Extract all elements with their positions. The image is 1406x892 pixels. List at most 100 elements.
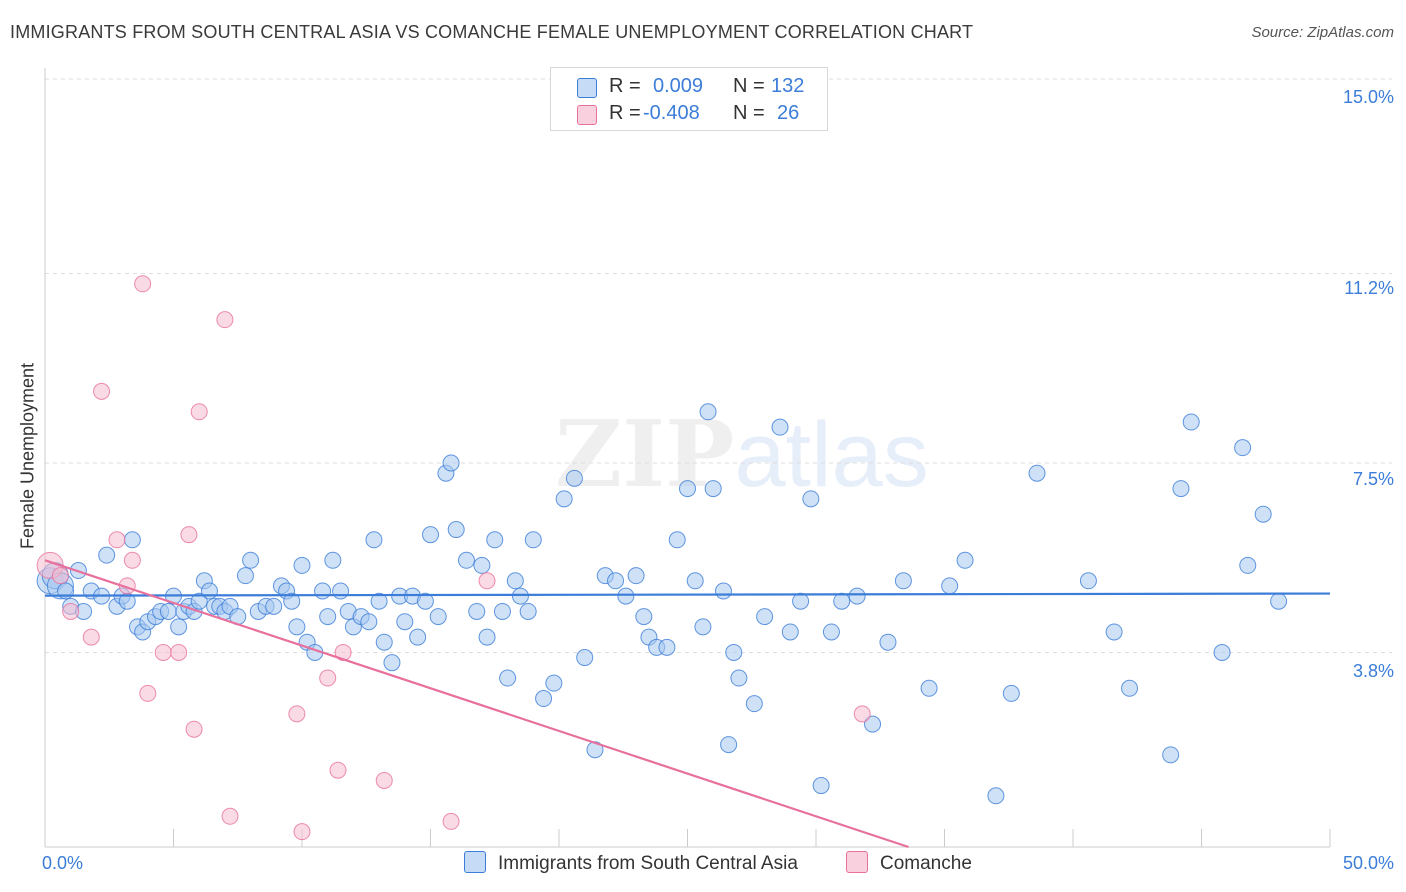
point-comanche xyxy=(478,572,496,590)
point-comanche xyxy=(442,812,460,830)
point-comanche xyxy=(154,643,172,661)
point-immigrants xyxy=(699,403,717,421)
point-immigrants xyxy=(1254,505,1272,523)
point-immigrants xyxy=(190,592,208,610)
point-immigrants xyxy=(792,592,810,610)
point-immigrants xyxy=(679,480,696,498)
point-immigrants xyxy=(159,602,177,620)
y-tick-label: 3.8% xyxy=(1352,661,1394,681)
point-immigrants xyxy=(383,654,401,672)
point-immigrants xyxy=(442,454,460,472)
x-tick-label-min: 0.0% xyxy=(42,853,84,873)
point-immigrants xyxy=(265,597,283,615)
point-immigrants xyxy=(519,602,537,620)
point-immigrants xyxy=(468,602,486,620)
point-immigrants xyxy=(668,531,686,549)
point-immigrants xyxy=(686,572,704,590)
point-comanche xyxy=(62,602,80,620)
point-immigrants xyxy=(545,674,563,692)
point-immigrants xyxy=(941,577,959,595)
point-immigrants xyxy=(123,531,141,549)
point-immigrants xyxy=(236,567,254,585)
point-immigrants xyxy=(864,715,882,733)
point-immigrants xyxy=(1121,679,1139,697)
point-immigrants xyxy=(833,592,851,610)
point-immigrants xyxy=(987,787,1005,805)
point-immigrants xyxy=(704,480,722,498)
legend-item-comanche[interactable]: Comanche xyxy=(846,851,972,875)
legend-item-immigrants[interactable]: Immigrants from South Central Asia xyxy=(464,851,798,875)
legend-swatch-pink xyxy=(577,105,597,125)
point-immigrants xyxy=(319,608,337,626)
point-comanche xyxy=(293,823,311,841)
legend-swatch-blue xyxy=(464,851,486,873)
point-immigrants xyxy=(288,618,306,636)
point-immigrants xyxy=(920,679,938,697)
point-comanche xyxy=(319,669,337,687)
point-comanche xyxy=(190,403,208,421)
point-immigrants xyxy=(524,531,542,549)
point-immigrants xyxy=(822,623,840,641)
point-immigrants xyxy=(324,551,342,569)
legend-swatch-blue xyxy=(577,78,597,98)
r-label: R = xyxy=(609,75,641,97)
point-immigrants xyxy=(879,633,897,651)
trend-line-comanche xyxy=(44,559,909,849)
point-immigrants xyxy=(576,649,594,667)
point-immigrants xyxy=(635,608,653,626)
point-immigrants xyxy=(283,592,301,610)
point-immigrants xyxy=(478,628,496,646)
legend-label: Comanche xyxy=(880,853,972,874)
point-comanche xyxy=(123,551,141,569)
y-axis-label: Female Unemployment xyxy=(17,362,38,550)
point-immigrants xyxy=(555,490,573,508)
point-immigrants xyxy=(293,556,311,574)
point-immigrants xyxy=(956,551,974,569)
point-immigrants xyxy=(396,613,414,631)
n-value: 132 xyxy=(771,75,805,97)
point-comanche xyxy=(288,705,306,723)
series-comanche-points xyxy=(36,275,871,841)
point-immigrants xyxy=(617,587,635,605)
point-comanche xyxy=(139,684,157,702)
point-immigrants xyxy=(781,623,799,641)
point-immigrants xyxy=(714,582,732,600)
point-comanche xyxy=(93,382,111,400)
point-comanche xyxy=(329,761,347,779)
point-immigrants xyxy=(98,546,116,564)
point-comanche xyxy=(334,643,352,661)
point-immigrants xyxy=(1079,572,1097,590)
point-immigrants xyxy=(170,618,188,636)
point-immigrants xyxy=(429,608,447,626)
point-comanche xyxy=(185,720,203,738)
point-immigrants xyxy=(535,690,553,708)
point-immigrants xyxy=(894,572,912,590)
point-immigrants xyxy=(725,643,743,661)
source-credit: Source: ZipAtlas.com xyxy=(1251,24,1394,41)
point-immigrants xyxy=(812,777,830,795)
point-immigrants xyxy=(447,521,465,539)
r-value: 0.009 xyxy=(653,75,704,97)
legend-label: Immigrants from South Central Asia xyxy=(498,853,798,874)
r-value: -0.408 xyxy=(643,102,700,124)
point-immigrants xyxy=(658,638,676,656)
point-immigrants xyxy=(1105,623,1123,641)
point-immigrants xyxy=(565,469,583,487)
point-comanche xyxy=(375,771,393,789)
point-comanche xyxy=(82,628,100,646)
point-immigrants xyxy=(422,526,439,544)
point-comanche xyxy=(180,526,198,544)
point-immigrants xyxy=(1028,464,1046,482)
point-comanche xyxy=(221,807,239,825)
legend-swatch-pink xyxy=(846,851,868,873)
y-tick-label: 7.5% xyxy=(1352,469,1394,489)
point-immigrants xyxy=(314,582,332,600)
point-immigrants xyxy=(756,608,774,626)
r-label: R = xyxy=(609,102,641,124)
point-immigrants xyxy=(607,572,625,590)
chart-title: IMMIGRANTS FROM SOUTH CENTRAL ASIA VS CO… xyxy=(10,22,974,42)
trend-lines xyxy=(44,559,1331,849)
point-immigrants xyxy=(694,618,712,636)
point-immigrants xyxy=(848,587,866,605)
